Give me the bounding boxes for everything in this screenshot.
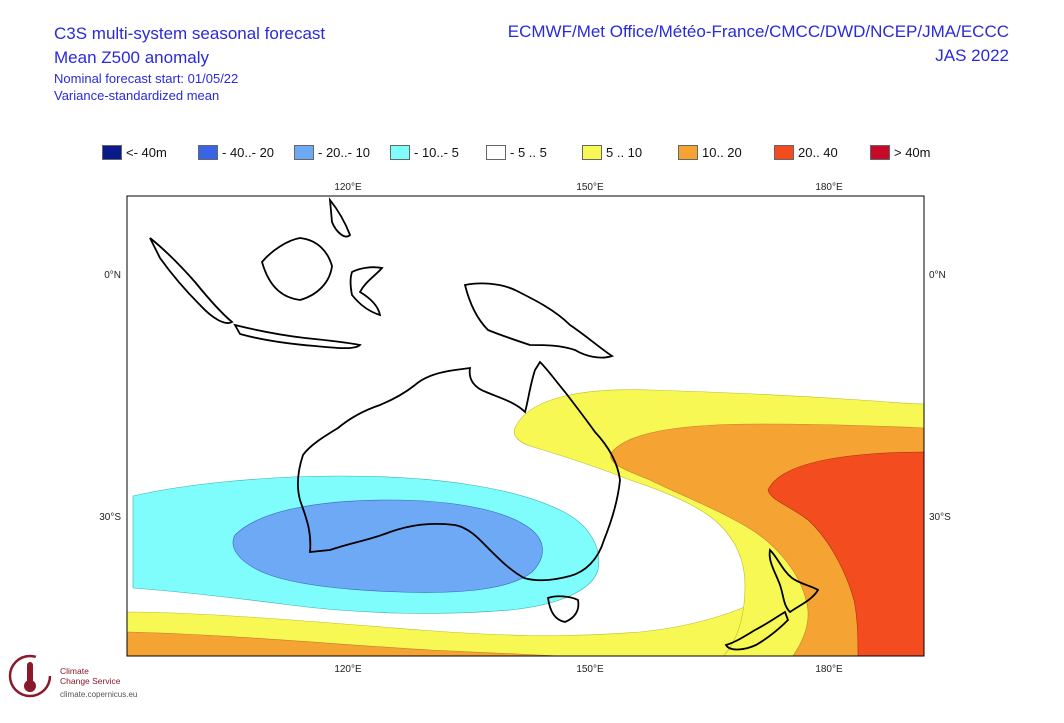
legend-item: 20.. 40 — [774, 144, 870, 160]
borneo-coast — [261, 237, 333, 301]
legend-item: > 40m — [870, 144, 950, 160]
new-guinea-coast — [463, 282, 615, 359]
anomaly-region — [767, 451, 924, 656]
climate-thermometer-icon — [8, 654, 52, 698]
legend-item: 5 .. 10 — [582, 144, 678, 160]
legend-swatch — [390, 144, 410, 160]
forecast-start: Nominal forecast start: 01/05/22 — [54, 71, 239, 86]
new-zealand-north — [768, 548, 820, 614]
anomaly-region — [232, 499, 543, 593]
legend-label: > 40m — [894, 144, 931, 160]
anomaly-region — [127, 631, 561, 656]
title-right-block: ECMWF/Met Office/Météo-France/CMCC/DWD/N… — [508, 20, 1009, 68]
legend-item: - 10..- 5 — [390, 144, 486, 160]
legend-swatch — [102, 144, 122, 160]
australia-coast — [296, 360, 621, 582]
sulawesi-coast — [349, 266, 384, 317]
legend-item: - 40..- 20 — [198, 144, 294, 160]
season-label: JAS 2022 — [935, 46, 1009, 65]
legend-swatch — [486, 144, 506, 160]
legend-item: 10.. 20 — [678, 144, 774, 160]
lat-label-right-30s: 30°S — [929, 512, 951, 523]
copernicus-logo: Climate Change Service climate.copernicu… — [8, 652, 168, 712]
sumatra-coast — [149, 237, 234, 324]
legend-item: - 5 .. 5 — [486, 144, 582, 160]
logo-url: climate.copernicus.eu — [60, 690, 138, 699]
philippines-coast — [328, 197, 352, 238]
axis-labels: 120°E 150°E 180°E 120°E 150°E 180°E 0°N … — [99, 182, 951, 675]
systems-list: ECMWF/Met Office/Météo-France/CMCC/DWD/N… — [507, 22, 1009, 41]
lat-label-left-30s: 30°S — [99, 512, 121, 523]
legend-item: <- 40m — [102, 144, 198, 160]
java-coast — [233, 323, 362, 350]
legend-swatch — [198, 144, 218, 160]
lon-label-top-180: 180°E — [815, 182, 843, 193]
tasmania-coast — [547, 595, 580, 623]
logo-wordmark: Climate Change Service — [60, 666, 120, 686]
legend-label: - 40..- 20 — [222, 144, 275, 160]
lon-label-top-120: 120°E — [334, 182, 362, 193]
legend-swatch — [774, 144, 794, 160]
coastlines — [149, 197, 820, 651]
legend-label: 20.. 40 — [798, 144, 838, 160]
legend-swatch — [294, 144, 314, 160]
lat-label-right-0: 0°N — [929, 270, 946, 281]
lat-label-left-0: 0°N — [104, 270, 121, 281]
legend-label: - 5 .. 5 — [510, 144, 547, 160]
title-block: C3S multi-system seasonal forecast Mean … — [54, 22, 325, 104]
legend-swatch — [678, 144, 698, 160]
legend-label: - 20..- 10 — [318, 144, 371, 160]
legend-label: 10.. 20 — [702, 144, 742, 160]
method-note: Variance-standardized mean — [54, 88, 220, 103]
logo-line1: Climate — [60, 666, 89, 676]
lon-label-top-150: 150°E — [576, 182, 604, 193]
lon-label-bottom-120: 120°E — [334, 664, 362, 675]
lon-label-bottom-150: 150°E — [576, 664, 604, 675]
legend-label: - 10..- 5 — [414, 144, 459, 160]
legend-item: - 20..- 10 — [294, 144, 390, 160]
lon-label-bottom-180: 180°E — [815, 664, 843, 675]
legend-label: 5 .. 10 — [606, 144, 643, 160]
title-variable: Mean Z500 anomaly — [54, 48, 209, 67]
anomaly-field — [127, 389, 924, 656]
title-main: C3S multi-system seasonal forecast — [54, 24, 326, 43]
legend-swatch — [870, 144, 890, 160]
map-frame — [126, 195, 925, 657]
legend: <- 40m - 40..- 20 - 20..- 10 - 10..- 5 -… — [102, 143, 950, 161]
legend-swatch — [582, 144, 602, 160]
new-zealand-south — [724, 610, 790, 651]
legend-label: <- 40m — [126, 144, 167, 160]
logo-line2: Change Service — [60, 676, 121, 686]
